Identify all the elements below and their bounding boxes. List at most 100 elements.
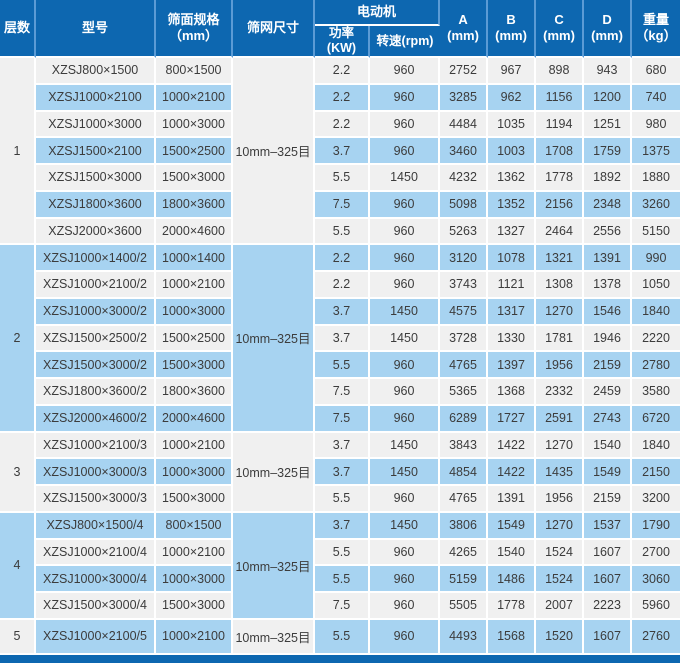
header-dim-c-unit: (mm) (543, 28, 575, 43)
dim-a-cell: 2752 (440, 58, 489, 85)
speed-cell: 960 (370, 566, 441, 593)
mesh-size-cell: 10mm–325目 (233, 512, 315, 620)
dim-a-cell: 4854 (440, 459, 489, 486)
header-motor-speed: 转速(rpm) (370, 26, 441, 58)
layer-count-cell: 5 (0, 619, 36, 655)
speed-cell: 960 (370, 272, 441, 299)
speed-cell: 960 (370, 486, 441, 513)
dim-a-cell: 5098 (440, 191, 489, 219)
speed-cell: 960 (370, 539, 441, 567)
weight-cell: 2150 (632, 459, 680, 486)
dim-c-cell: 2591 (536, 405, 585, 433)
dim-b-cell: 1727 (488, 405, 537, 433)
dim-c-cell: 1956 (536, 352, 585, 379)
model-cell: XZSJ2000×4600/2 (36, 405, 156, 433)
spec-cell: 1000×2100 (156, 619, 233, 655)
weight-cell: 1840 (632, 298, 680, 326)
power-cell: 3.7 (315, 512, 370, 540)
table-row: XZSJ1000×3000/3 1000×3000 3.7 1450 4854 1422 1… (0, 459, 680, 486)
spec-cell: 1500×2500 (156, 138, 233, 165)
dim-b-cell: 967 (488, 58, 537, 85)
dim-b-cell: 1391 (488, 486, 537, 513)
mesh-size-cell: 10mm–325目 (233, 58, 315, 246)
dim-b-cell: 1568 (488, 619, 537, 655)
spec-cell: 1800×3600 (156, 379, 233, 406)
dim-b-cell: 1352 (488, 191, 537, 219)
header-dim-c: C (mm) (536, 0, 585, 58)
power-cell: 7.5 (315, 379, 370, 406)
dim-c-cell: 1781 (536, 325, 585, 353)
model-cell: XZSJ1000×2100/5 (36, 619, 156, 655)
spec-cell: 1500×3000 (156, 593, 233, 620)
model-cell: XZSJ800×1500 (36, 58, 156, 85)
model-cell: XZSJ1500×3000/4 (36, 593, 156, 620)
power-cell: 3.7 (315, 138, 370, 165)
power-cell: 7.5 (315, 191, 370, 219)
dim-b-cell: 1362 (488, 165, 537, 192)
weight-cell: 1840 (632, 432, 680, 460)
spec-table-body: 1 XZSJ800×1500 800×1500 10mm–325目 2.2 960 2752… (0, 58, 680, 655)
power-cell: 5.5 (315, 218, 370, 246)
dim-c-cell: 1194 (536, 111, 585, 139)
table-row: XZSJ1000×3000/4 1000×3000 5.5 960 5159 1486 15… (0, 566, 680, 593)
table-row: XZSJ1800×3600/2 1800×3600 7.5 960 5365 1368 23… (0, 379, 680, 406)
dim-d-cell: 1759 (584, 138, 633, 165)
dim-b-cell: 1330 (488, 325, 537, 353)
dim-a-cell: 3843 (440, 432, 489, 460)
model-cell: XZSJ1500×3000 (36, 165, 156, 192)
table-row: 1 XZSJ800×1500 800×1500 10mm–325目 2.2 960 2752… (0, 58, 680, 246)
dim-d-cell: 1607 (584, 619, 633, 655)
table-row: XZSJ1500×3000 1500×3000 5.5 1450 4232 1362 177… (0, 165, 680, 192)
weight-cell: 3200 (632, 486, 680, 513)
weight-cell: 2700 (632, 539, 680, 567)
model-cell: XZSJ1500×3000/3 (36, 486, 156, 513)
dim-b-cell: 1397 (488, 352, 537, 379)
weight-cell: 1050 (632, 272, 680, 299)
header-model: 型号 (36, 0, 156, 58)
weight-cell: 5960 (632, 593, 680, 620)
spec-cell: 1500×3000 (156, 165, 233, 192)
spec-cell: 2000×4600 (156, 218, 233, 246)
dim-c-cell: 1270 (536, 512, 585, 540)
dim-c-cell: 1956 (536, 486, 585, 513)
power-cell: 5.5 (315, 566, 370, 593)
dim-b-cell: 1540 (488, 539, 537, 567)
spec-cell: 800×1500 (156, 512, 233, 540)
speed-cell: 960 (370, 405, 441, 433)
dim-d-cell: 1892 (584, 165, 633, 192)
speed-cell: 1450 (370, 325, 441, 353)
power-cell: 5.5 (315, 539, 370, 567)
model-cell: XZSJ1500×2500/2 (36, 325, 156, 353)
power-cell: 3.7 (315, 298, 370, 326)
weight-cell: 680 (632, 58, 680, 85)
dim-d-cell: 2348 (584, 191, 633, 219)
layer-count-cell: 1 (0, 58, 36, 246)
header-dim-a-unit: (mm) (447, 28, 479, 43)
weight-cell: 980 (632, 111, 680, 139)
dim-d-cell: 2159 (584, 352, 633, 379)
model-cell: XZSJ1500×2100 (36, 138, 156, 165)
spec-cell: 1000×3000 (156, 298, 233, 326)
dim-a-cell: 5505 (440, 593, 489, 620)
header-dim-c-letter: C (554, 11, 564, 27)
dim-c-cell: 1308 (536, 272, 585, 299)
dim-a-cell: 4484 (440, 111, 489, 139)
dim-b-cell: 1368 (488, 379, 537, 406)
dim-c-cell: 1520 (536, 619, 585, 655)
power-cell: 7.5 (315, 593, 370, 620)
header-weight-label: 重量 (643, 11, 670, 27)
table-row: 4 XZSJ800×1500/4 800×1500 10mm–325目 3.7 1450 3… (0, 512, 680, 620)
speed-cell: 960 (370, 218, 441, 246)
dim-a-cell: 5263 (440, 218, 489, 246)
dim-b-cell: 1121 (488, 272, 537, 299)
dim-b-cell: 1078 (488, 245, 537, 272)
spec-cell: 1000×2100 (156, 84, 233, 112)
model-cell: XZSJ1000×2100 (36, 84, 156, 112)
table-row: 2 XZSJ1000×1400/2 1000×1400 10mm–325目 2.2 960… (0, 245, 680, 433)
table-row: XZSJ2000×4600/2 2000×4600 7.5 960 6289 1727 25… (0, 405, 680, 433)
table-row: XZSJ1500×3000/4 1500×3000 7.5 960 5505 1778 20… (0, 593, 680, 620)
dim-a-cell: 4493 (440, 619, 489, 655)
weight-cell: 990 (632, 245, 680, 272)
dim-b-cell: 1422 (488, 432, 537, 460)
speed-cell: 960 (370, 593, 441, 620)
